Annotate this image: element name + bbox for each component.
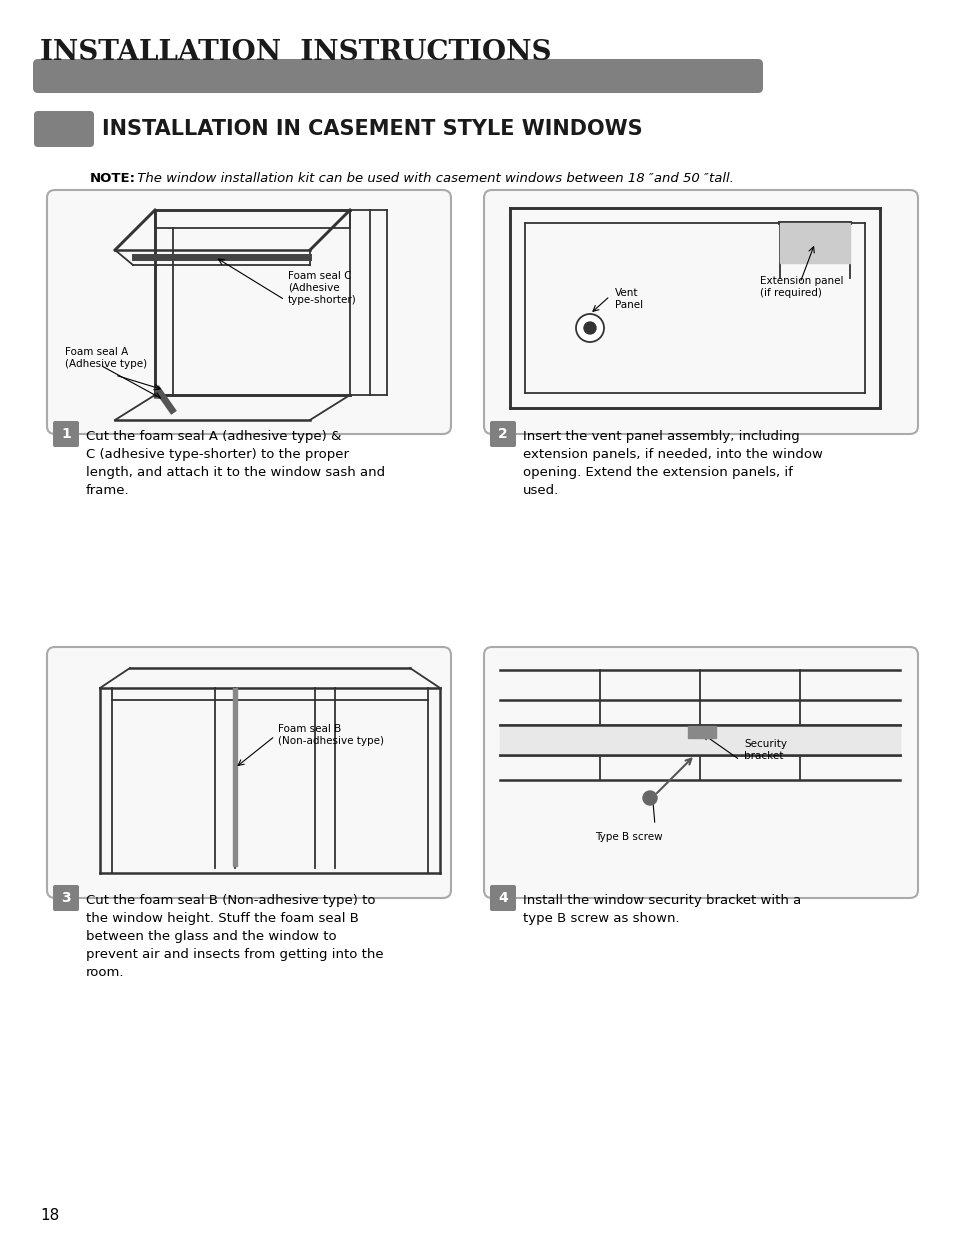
FancyBboxPatch shape: [34, 111, 94, 147]
Text: 3: 3: [61, 890, 71, 905]
Bar: [499, 725, 899, 755]
FancyBboxPatch shape: [490, 885, 516, 911]
Text: 4: 4: [497, 890, 507, 905]
Text: Cut the foam seal A (adhesive type) &
C (adhesive type-shorter) to the proper
le: Cut the foam seal A (adhesive type) & C …: [86, 430, 385, 496]
Text: Type B screw: Type B screw: [595, 832, 662, 842]
Text: Foam seal B
(Non-adhesive type): Foam seal B (Non-adhesive type): [277, 724, 384, 746]
FancyBboxPatch shape: [47, 190, 451, 433]
Bar: [687, 726, 716, 739]
Text: Install the window security bracket with a
type B screw as shown.: Install the window security bracket with…: [522, 894, 801, 925]
Text: Vent
Panel: Vent Panel: [615, 288, 642, 310]
Text: Cut the foam seal B (Non-adhesive type) to
the window height. Stuff the foam sea: Cut the foam seal B (Non-adhesive type) …: [86, 894, 383, 979]
FancyBboxPatch shape: [47, 647, 451, 898]
Text: The window installation kit can be used with casement windows between 18 ″and 50: The window installation kit can be used …: [132, 172, 733, 184]
Text: Insert the vent panel assembly, including
extension panels, if needed, into the : Insert the vent panel assembly, includin…: [522, 430, 822, 496]
Text: NOTE:: NOTE:: [90, 172, 136, 184]
Bar: [780, 224, 849, 263]
Text: 2: 2: [497, 427, 507, 441]
Bar: [233, 688, 236, 866]
FancyBboxPatch shape: [490, 421, 516, 447]
FancyBboxPatch shape: [483, 190, 917, 433]
Text: Extension panel
(if required): Extension panel (if required): [760, 275, 842, 298]
Circle shape: [583, 322, 596, 333]
Text: Foam seal C
(Adhesive
type-shorter): Foam seal C (Adhesive type-shorter): [288, 272, 356, 305]
FancyBboxPatch shape: [33, 59, 762, 93]
Circle shape: [642, 790, 657, 805]
Text: INSTALLATION IN CASEMENT STYLE WINDOWS: INSTALLATION IN CASEMENT STYLE WINDOWS: [102, 119, 642, 140]
FancyBboxPatch shape: [53, 885, 79, 911]
Circle shape: [576, 314, 603, 342]
Text: 1: 1: [61, 427, 71, 441]
Text: Foam seal A
(Adhesive type): Foam seal A (Adhesive type): [65, 347, 147, 369]
FancyBboxPatch shape: [483, 647, 917, 898]
Text: 18: 18: [40, 1208, 59, 1223]
Text: Security
bracket: Security bracket: [743, 740, 786, 761]
FancyBboxPatch shape: [53, 421, 79, 447]
Text: INSTALLATION  INSTRUCTIONS: INSTALLATION INSTRUCTIONS: [40, 38, 551, 65]
